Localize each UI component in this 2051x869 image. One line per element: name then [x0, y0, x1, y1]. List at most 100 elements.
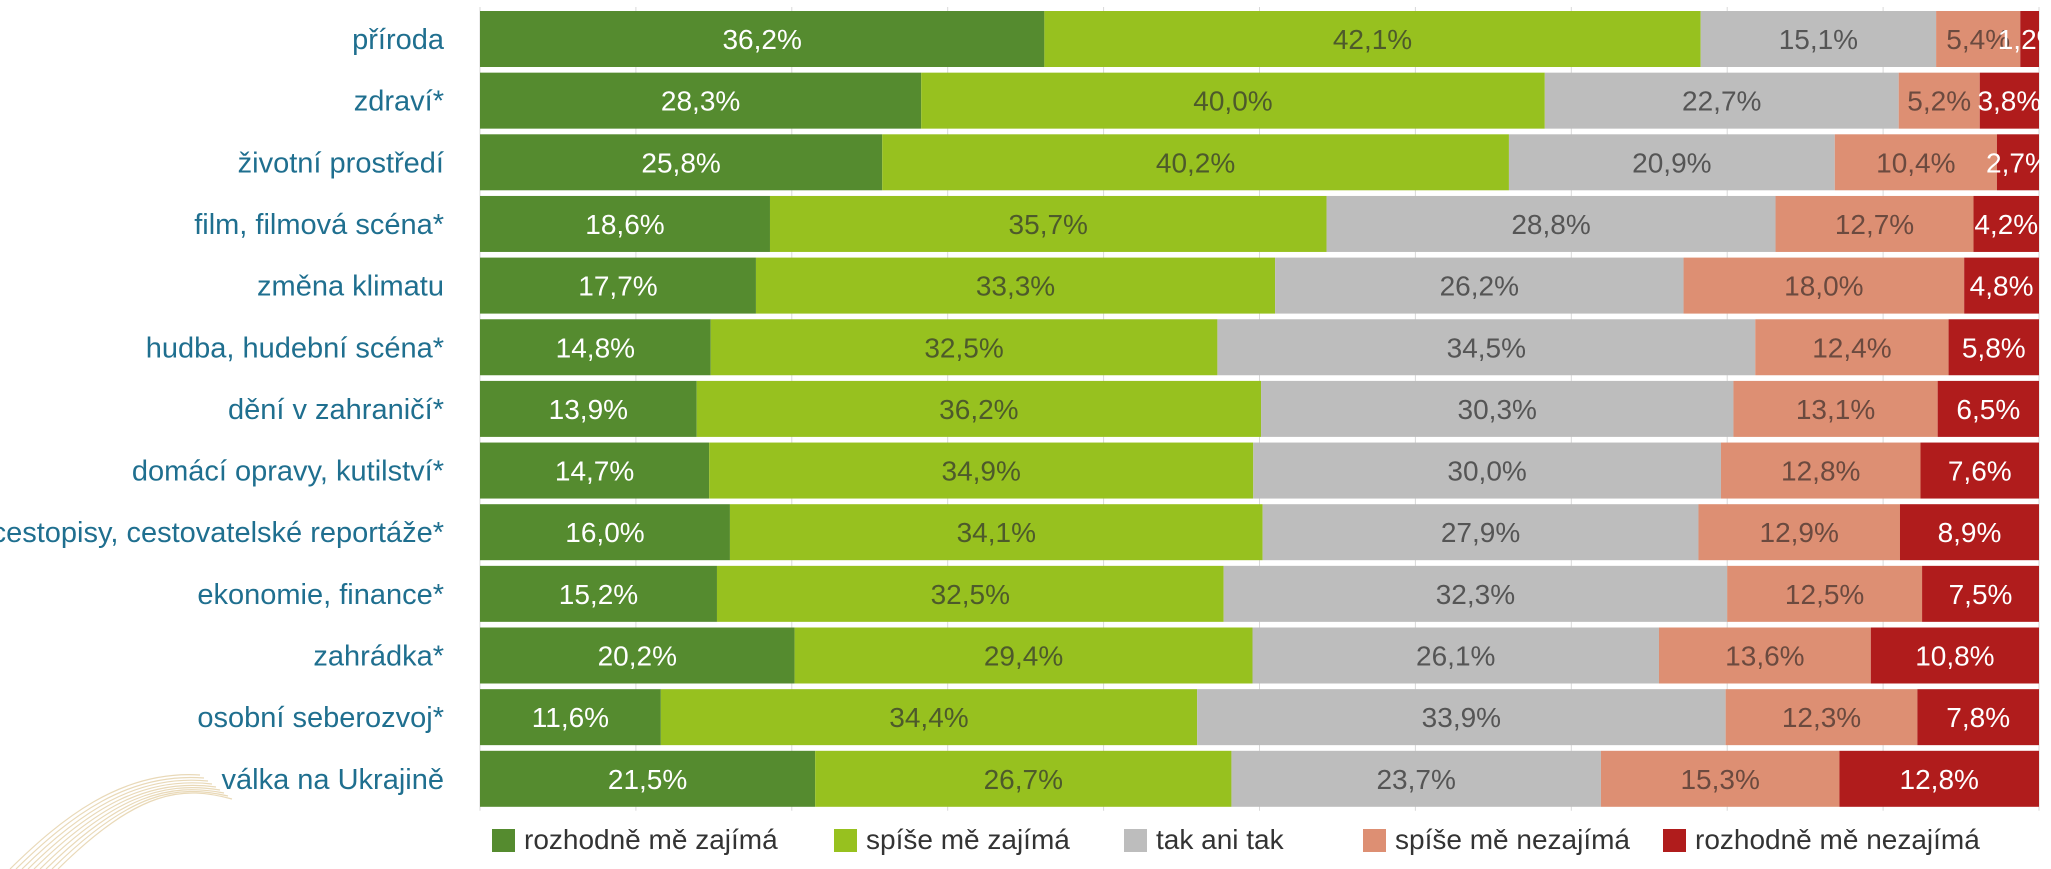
- bar-segment: [1834, 134, 1997, 191]
- legend-label: rozhodně mě nezajímá: [1695, 824, 1980, 855]
- bar-segment: [1948, 319, 2039, 376]
- data-label: 13,6%: [1725, 641, 1804, 672]
- data-label: 15,3%: [1680, 764, 1759, 795]
- bar-segment: [696, 380, 1262, 437]
- category-label: osobní seberozvoj*: [197, 702, 444, 734]
- data-label: 11,6%: [532, 702, 609, 733]
- bar-segment: [1899, 504, 2039, 561]
- bar-segment: [1326, 195, 1776, 252]
- data-label: 30,0%: [1447, 456, 1526, 487]
- bar-segment: [710, 319, 1218, 376]
- category-label: změna klimatu: [257, 271, 444, 303]
- legend: rozhodně mě zajímá spíše mě zajímá tak ani…: [492, 824, 1980, 855]
- bar-segment: [716, 565, 1224, 622]
- bar-segment: [1725, 689, 1918, 746]
- data-label: 23,7%: [1376, 764, 1455, 795]
- data-label: 20,2%: [598, 641, 677, 672]
- data-label: 12,7%: [1835, 209, 1914, 240]
- bar-segment: [1044, 11, 1701, 67]
- bar-segment: [480, 750, 816, 807]
- data-label: 7,8%: [1946, 702, 2010, 733]
- data-label: 18,6%: [585, 209, 664, 240]
- decorative-line: [45, 789, 225, 869]
- data-label: 32,5%: [924, 332, 1003, 363]
- decorative-line: [9, 774, 201, 869]
- legend-item: rozhodně mě zajímá: [492, 824, 778, 855]
- category-label: ekonomie, finance*: [197, 579, 444, 611]
- decorative-line: [39, 787, 221, 869]
- bar-segment: [1217, 319, 1756, 376]
- bar-segment: [1775, 195, 1974, 252]
- category-label: dění v zahraničí*: [228, 394, 444, 426]
- data-label: 10,4%: [1876, 147, 1955, 178]
- bar-segment: [480, 195, 770, 252]
- bar-segment: [1698, 504, 1900, 561]
- data-label: 36,2%: [939, 394, 1018, 425]
- bar-row: 11,6% 34,4% 33,9% 12,3% 7,8%: [480, 689, 2039, 746]
- bar-segment: [1964, 257, 2039, 314]
- data-label: 4,8%: [1970, 271, 2034, 302]
- bar-segment: [1936, 11, 2021, 67]
- bar-segment: [480, 257, 756, 314]
- category-labels: příroda zdraví* životní prostředí film, fil…: [0, 24, 445, 796]
- bar-segment: [1197, 689, 1726, 746]
- decorative-corner-lines: [9, 774, 233, 869]
- data-label: 1,2%: [1998, 24, 2051, 55]
- data-label: 13,1%: [1796, 394, 1875, 425]
- legend-item: spíše mě zajímá: [834, 824, 1070, 855]
- data-label: 34,1%: [957, 517, 1036, 548]
- data-label: 34,4%: [889, 702, 968, 733]
- bar-segment: [480, 442, 710, 499]
- bar-row: 20,2% 29,4% 26,1% 13,6% 10,8%: [480, 627, 2039, 684]
- data-label: 12,5%: [1785, 579, 1864, 610]
- bar-segment: [815, 750, 1232, 807]
- bar-segment: [1922, 565, 2039, 622]
- data-label: 28,8%: [1511, 209, 1590, 240]
- bar-segment: [769, 195, 1327, 252]
- legend-label: spíše mě nezajímá: [1395, 824, 1630, 855]
- data-label: 36,2%: [722, 24, 801, 55]
- legend-swatch: [492, 829, 515, 852]
- data-label: 28,3%: [661, 86, 740, 117]
- data-label: 35,7%: [1009, 209, 1088, 240]
- data-label: 5,8%: [1962, 332, 2026, 363]
- bar-segment: [1733, 380, 1938, 437]
- data-label: 8,9%: [1938, 517, 2002, 548]
- bar-segment: [480, 689, 661, 746]
- bar-segment: [1508, 134, 1835, 191]
- bar-segment: [480, 319, 711, 376]
- legend-swatch: [834, 829, 857, 852]
- data-label: 42,1%: [1333, 24, 1412, 55]
- bar-segment: [480, 11, 1045, 67]
- bar-segment: [921, 72, 1545, 129]
- decorative-line: [57, 792, 233, 869]
- bar-segment: [1755, 319, 1949, 376]
- bar-row: 21,5% 26,7% 23,7% 15,3% 12,8%: [480, 750, 2039, 807]
- decorative-line: [15, 776, 205, 869]
- bar-segment: [480, 134, 883, 191]
- data-label: 40,2%: [1156, 147, 1235, 178]
- legend-label: rozhodně mě zajímá: [524, 824, 778, 855]
- bar-row: 28,3% 40,0% 22,7% 5,2% 3,8%: [480, 72, 2041, 129]
- bar-segment: [1937, 380, 2039, 437]
- bar-segment: [1839, 750, 2039, 807]
- data-label: 15,1%: [1779, 24, 1858, 55]
- data-label: 30,3%: [1458, 394, 1537, 425]
- bar-row: 36,2% 42,1% 15,1% 5,4%1,2%: [480, 11, 2051, 67]
- bar-row: 25,8% 40,2% 20,9% 10,4% 2,7%: [480, 134, 2050, 191]
- data-label: 26,2%: [1440, 271, 1519, 302]
- data-label: 6,5%: [1956, 394, 2020, 425]
- bar-row: 13,9% 36,2% 30,3% 13,1% 6,5%: [480, 380, 2039, 437]
- data-label: 18,0%: [1784, 271, 1863, 302]
- bar-segment: [1544, 72, 1899, 129]
- data-label: 7,5%: [1949, 579, 2013, 610]
- legend-item: spíše mě nezajímá: [1363, 824, 1630, 855]
- data-label: 20,9%: [1632, 147, 1711, 178]
- bar-segment: [729, 504, 1263, 561]
- bar-segment: [1223, 565, 1728, 622]
- data-label: 32,5%: [931, 579, 1010, 610]
- bar-segment: [1917, 689, 2039, 746]
- data-label: 4,2%: [1974, 209, 2038, 240]
- category-label: zdraví*: [354, 86, 444, 118]
